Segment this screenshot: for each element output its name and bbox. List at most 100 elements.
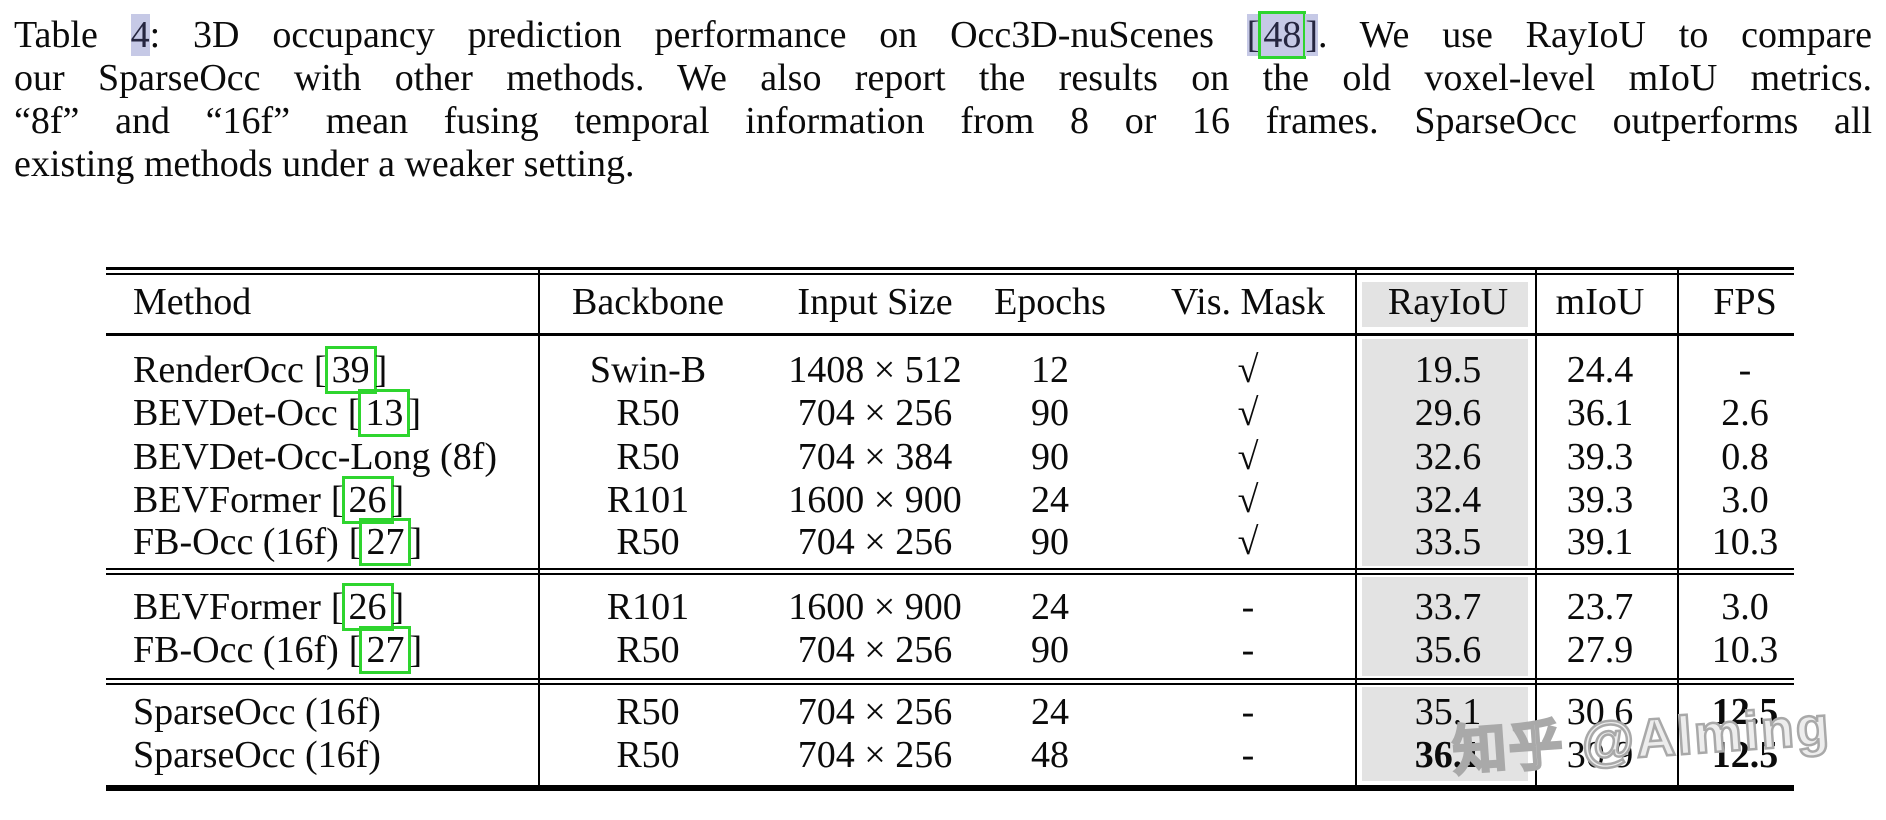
citation-bracket: ] xyxy=(408,392,422,434)
method-label: BEVFormer xyxy=(133,586,321,628)
method-label: SparseOcc (16f) xyxy=(133,734,381,776)
cell-input-size: 704 × 256 xyxy=(797,734,953,776)
column-divider xyxy=(1677,270,1679,785)
col-header-fps: FPS xyxy=(1713,281,1777,323)
method-label: FB-Occ (16f) xyxy=(133,629,339,671)
cell-rayiou: 29.6 xyxy=(1414,392,1482,434)
table-row: BEVDet-Occ[13] R50 704 × 256 90 √ 29.6 3… xyxy=(106,386,1794,440)
cell-method: BEVDet-Occ[13] xyxy=(133,389,422,437)
cell-method: BEVDet-Occ-Long (8f) xyxy=(133,435,497,479)
cell-backbone: Swin-B xyxy=(589,349,707,391)
table-row: FB-Occ (16f)[27] R50 704 × 256 90 - 35.6… xyxy=(106,623,1794,677)
table-row: BEVFormer[26] R101 1600 × 900 24 - 33.7 … xyxy=(106,580,1794,634)
citation-link[interactable]: 27 xyxy=(359,626,412,674)
citation-bracket: ] xyxy=(409,629,423,671)
citation-bracket: [ xyxy=(330,586,344,628)
cell-vis-mask-check: √ xyxy=(1237,479,1259,521)
section-rule xyxy=(106,683,1794,685)
cell-vis-mask-check: √ xyxy=(1237,392,1259,434)
cell-backbone: R50 xyxy=(616,392,680,434)
cell-vis-mask-check: √ xyxy=(1237,521,1259,563)
citation-bracket: ] xyxy=(391,479,405,521)
cell-epochs: 24 xyxy=(1031,586,1069,628)
citation-link[interactable]: 13 xyxy=(358,389,411,437)
column-divider xyxy=(1355,270,1357,785)
citation-link[interactable]: 26 xyxy=(341,476,394,524)
cell-method: RenderOcc[39] xyxy=(133,346,388,394)
cell-method: SparseOcc (16f) xyxy=(133,733,381,777)
method-label: RenderOcc xyxy=(133,349,304,391)
method-label: BEVDet-Occ-Long (8f) xyxy=(133,436,498,478)
table-number-link[interactable]: 4 xyxy=(130,14,150,56)
column-divider xyxy=(1535,270,1537,785)
cell-input-size: 1600 × 900 xyxy=(788,479,962,521)
cell-epochs: 48 xyxy=(1031,734,1069,776)
citation-link[interactable]: 39 xyxy=(324,346,377,394)
cell-miou: 23.7 xyxy=(1566,586,1634,628)
cell-epochs: 90 xyxy=(1031,521,1069,563)
citation-bracket: ] xyxy=(409,521,423,563)
cell-rayiou: 33.7 xyxy=(1414,586,1482,628)
caption-line-3: “8f” and “16f” mean fusing temporal info… xyxy=(14,100,1872,142)
cell-fps: - xyxy=(1738,349,1752,391)
citation-bracket: [ xyxy=(348,629,362,671)
col-header-backbone: Backbone xyxy=(572,281,724,323)
col-header-rayiou: RayIoU xyxy=(1387,281,1509,323)
cell-vis-mask-dash: - xyxy=(1241,734,1255,776)
cell-backbone: R50 xyxy=(616,629,680,671)
citation-bracket: [ xyxy=(348,521,362,563)
cell-miou: 36.1 xyxy=(1566,392,1634,434)
cell-fps: 3.0 xyxy=(1721,586,1769,628)
citation-bracket: ] xyxy=(374,349,388,391)
cell-epochs: 24 xyxy=(1031,479,1069,521)
cell-fps: 10.3 xyxy=(1711,521,1779,563)
cell-backbone: R50 xyxy=(616,521,680,563)
cell-method: SparseOcc (16f) xyxy=(133,690,381,734)
cell-input-size: 704 × 384 xyxy=(797,436,953,478)
table-row: RenderOcc[39] Swin-B 1408 × 512 12 √ 19.… xyxy=(106,343,1794,397)
cell-fps: 12.5 xyxy=(1711,734,1779,776)
section-rule xyxy=(106,568,1794,570)
cell-method: FB-Occ (16f)[27] xyxy=(133,518,423,566)
citation-link[interactable]: 26 xyxy=(341,583,394,631)
citation-link[interactable]: 27 xyxy=(359,518,412,566)
cell-miou: 24.4 xyxy=(1566,349,1634,391)
cell-epochs: 90 xyxy=(1031,629,1069,671)
section-rule xyxy=(106,678,1794,680)
cell-fps: 12.5 xyxy=(1711,691,1779,733)
cell-method: BEVFormer[26] xyxy=(133,583,404,631)
table-caption: Table 4: 3D occupancy prediction perform… xyxy=(14,11,1872,186)
table-row: SparseOcc (16f) R50 704 × 256 48 - 36.1 … xyxy=(106,728,1794,782)
section-rule xyxy=(106,573,1794,575)
cell-vis-mask-dash: - xyxy=(1241,691,1255,733)
cell-rayiou: 35.6 xyxy=(1414,629,1482,671)
cell-input-size: 1408 × 512 xyxy=(788,349,962,391)
table-row: SparseOcc (16f) R50 704 × 256 24 - 35.1 … xyxy=(106,685,1794,739)
cell-rayiou: 19.5 xyxy=(1414,349,1482,391)
header-rule xyxy=(106,333,1794,336)
cell-input-size: 704 × 256 xyxy=(797,392,953,434)
cell-input-size: 704 × 256 xyxy=(797,521,953,563)
cell-input-size: 1600 × 900 xyxy=(788,586,962,628)
cell-backbone: R101 xyxy=(606,586,690,628)
cell-rayiou: 32.4 xyxy=(1414,479,1482,521)
cell-fps: 2.6 xyxy=(1721,392,1769,434)
rayiou-shade-section3 xyxy=(1362,687,1528,781)
cell-vis-mask-dash: - xyxy=(1241,586,1255,628)
citation-link-48[interactable]: 48 xyxy=(1258,11,1307,59)
caption-line-2: our SparseOcc with other methods. We als… xyxy=(14,57,1872,99)
cell-backbone: R50 xyxy=(616,691,680,733)
cell-input-size: 704 × 256 xyxy=(797,691,953,733)
cell-miou: 27.9 xyxy=(1566,629,1634,671)
cell-method: FB-Occ (16f)[27] xyxy=(133,626,423,674)
method-label: SparseOcc (16f) xyxy=(133,691,381,733)
method-label: BEVFormer xyxy=(133,479,321,521)
table-row: FB-Occ (16f)[27] R50 704 × 256 90 √ 33.5… xyxy=(106,515,1794,569)
citation-bracket: [ xyxy=(347,392,361,434)
citation-bracket: [ xyxy=(313,349,327,391)
column-divider xyxy=(538,270,540,785)
col-header-method: Method xyxy=(133,281,252,323)
cell-epochs: 90 xyxy=(1031,436,1069,478)
caption-text: Table xyxy=(14,14,131,56)
cell-miou: 39.3 xyxy=(1566,436,1634,478)
